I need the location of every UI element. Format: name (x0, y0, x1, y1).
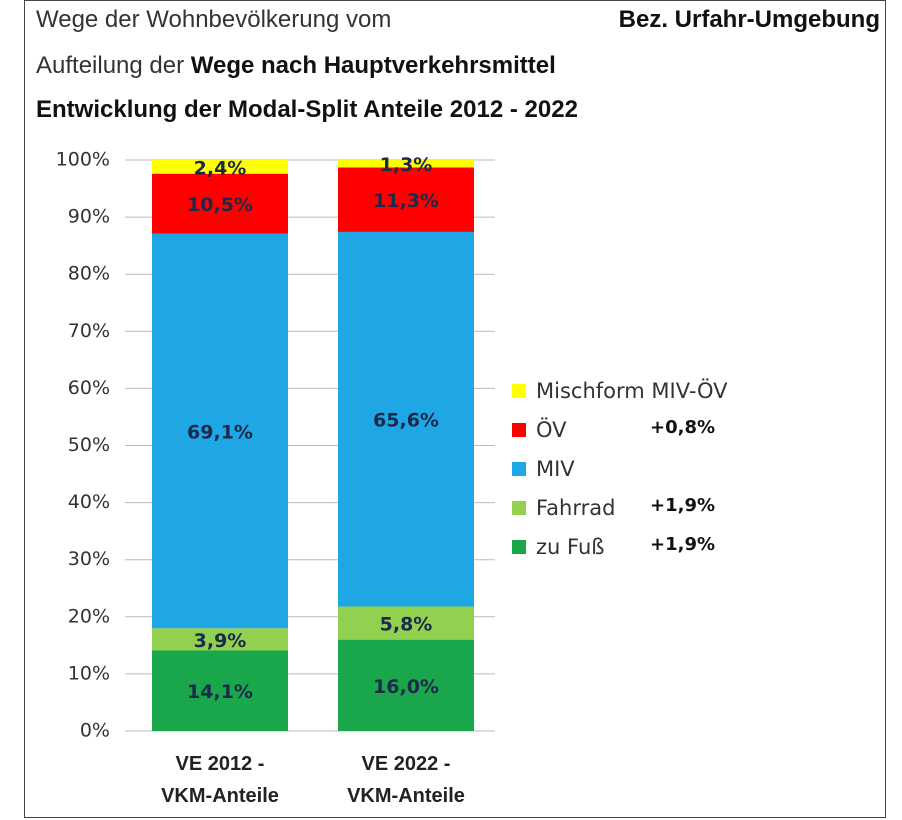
y-tick-label: 70% (68, 320, 110, 342)
legend-label: Mischform MIV-ÖV (536, 378, 728, 403)
title-line3: Entwicklung der Modal-Split Anteile 2012… (36, 96, 578, 123)
y-tick-label: 40% (68, 491, 110, 513)
legend-label: MIV (536, 457, 575, 481)
y-tick-label: 100% (56, 149, 110, 171)
bar-segment (338, 606, 474, 640)
legend-swatch (512, 462, 526, 476)
legend-swatch (512, 540, 526, 554)
bar-segment (338, 231, 474, 607)
data-label: 16,0% (373, 676, 439, 698)
annotation: +1,9% (650, 534, 715, 555)
data-label: 2,4% (194, 157, 247, 179)
annotation: +0,8% (650, 417, 715, 438)
data-label: 69,1% (187, 421, 253, 443)
bar-segment (152, 160, 288, 174)
data-label: 65,6% (373, 410, 439, 432)
legend-swatch (512, 384, 526, 398)
title-line2: Aufteilung der Wege nach Hauptverkehrsmi… (36, 52, 556, 80)
bar-segment (152, 650, 288, 731)
data-label: 10,5% (187, 194, 253, 216)
bar-segment (338, 639, 474, 731)
y-tick-label: 10% (68, 662, 110, 684)
legend-swatch (512, 501, 526, 515)
annotation: +1,9% (650, 495, 715, 516)
y-tick-label: 30% (68, 548, 110, 570)
title-region: Bez. Urfahr-Umgebung (618, 6, 880, 33)
data-label: 14,1% (187, 681, 253, 703)
title-bold: Wege nach Hauptverkehrsmittel (190, 52, 556, 79)
title-line1: Wege der Wohnbevölkerung vom (36, 6, 392, 33)
bar-segment (152, 233, 288, 629)
y-tick-label: 90% (68, 206, 110, 228)
legend-label: Fahrrad (536, 496, 615, 520)
frame (24, 0, 886, 818)
x-tick-label: VE 2022 - VKM-Anteile (347, 753, 465, 807)
data-label: 5,8% (380, 614, 433, 636)
y-tick-label: 60% (68, 377, 110, 399)
bar-segment (338, 167, 474, 232)
data-label: 11,3% (373, 190, 439, 212)
legend-label: ÖV (536, 417, 567, 442)
data-label: 1,3% (380, 154, 433, 176)
data-label: 3,9% (194, 630, 247, 652)
y-tick-label: 0% (80, 720, 110, 742)
y-tick-label: 50% (68, 434, 110, 456)
y-tick-label: 20% (68, 605, 110, 627)
bar-segment (338, 160, 474, 168)
bar-segment (152, 173, 288, 234)
y-tick-label: 80% (68, 263, 110, 285)
legend-label: zu Fuß (536, 535, 604, 559)
bar-segment (152, 628, 288, 651)
title-prefix: Aufteilung der (36, 52, 185, 79)
legend-swatch (512, 423, 526, 437)
x-tick-label: VE 2012 - VKM-Anteile (161, 753, 279, 807)
